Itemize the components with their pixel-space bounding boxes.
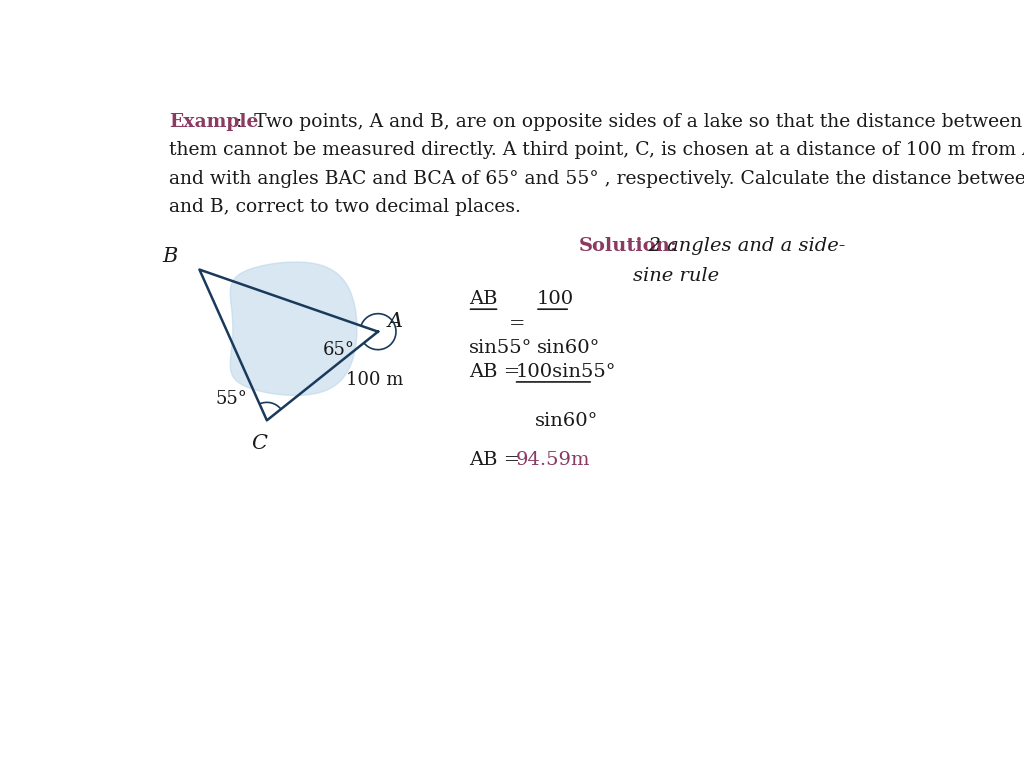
Text: 100 m: 100 m <box>346 371 403 389</box>
Text: 2 angles and a side-: 2 angles and a side- <box>636 237 845 255</box>
Text: 100sin55°: 100sin55° <box>515 362 615 381</box>
Text: AB =: AB = <box>469 451 526 468</box>
Text: and with angles BAC and BCA of 65° and 55° , respectively. Calculate the distanc: and with angles BAC and BCA of 65° and 5… <box>169 170 1024 187</box>
Text: 55°: 55° <box>215 390 247 408</box>
Text: AB: AB <box>469 290 498 308</box>
Text: sin55°: sin55° <box>469 339 532 357</box>
Text: Example: Example <box>169 113 259 131</box>
Text: 94.59m: 94.59m <box>515 451 590 468</box>
Text: C: C <box>251 434 267 453</box>
Text: 100: 100 <box>537 290 573 308</box>
Text: sin60°: sin60° <box>537 339 600 357</box>
Text: B: B <box>162 247 177 266</box>
Text: and B, correct to two decimal places.: and B, correct to two decimal places. <box>169 198 521 216</box>
Text: them cannot be measured directly. A third point, C, is chosen at a distance of 1: them cannot be measured directly. A thir… <box>169 141 1024 159</box>
Text: A: A <box>387 312 402 331</box>
Text: Solution:: Solution: <box>579 237 678 255</box>
Text: AB =: AB = <box>469 362 526 381</box>
Text: 65°: 65° <box>323 341 354 359</box>
Text: sin60°: sin60° <box>536 412 598 430</box>
Polygon shape <box>230 262 357 396</box>
Text: :  Two points, A and B, are on opposite sides of a lake so that the distance bet: : Two points, A and B, are on opposite s… <box>230 113 1023 131</box>
Text: sine rule: sine rule <box>633 266 719 285</box>
Text: =: = <box>509 315 525 333</box>
